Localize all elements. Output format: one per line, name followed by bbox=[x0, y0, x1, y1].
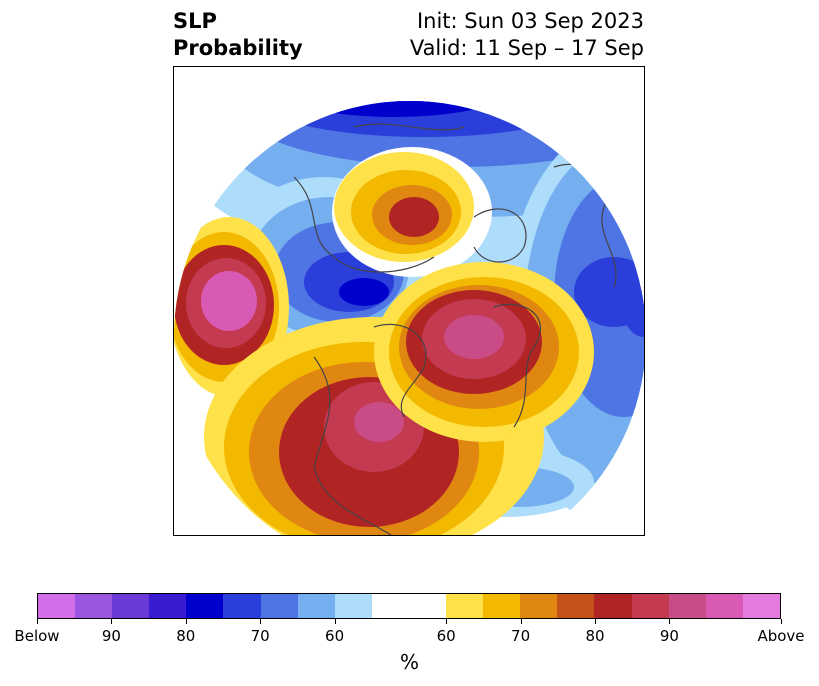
colorbar-swatch bbox=[223, 594, 261, 618]
title-left: SLP Probability bbox=[173, 8, 303, 62]
colorbar-swatch bbox=[334, 594, 372, 618]
colorbar-swatch bbox=[149, 594, 187, 618]
title-type: Probability bbox=[173, 36, 303, 60]
colorbar-swatch bbox=[557, 594, 595, 618]
colorbar-tick-label: Below bbox=[14, 627, 60, 645]
map-frame bbox=[173, 66, 645, 536]
colorbar-tick-label: 70 bbox=[250, 627, 270, 645]
colorbar-tick-label: 70 bbox=[511, 627, 531, 645]
colorbar-swatch bbox=[297, 594, 335, 618]
probability-map bbox=[174, 101, 644, 535]
colorbar-tick-mark bbox=[111, 619, 113, 624]
colorbar-swatch bbox=[112, 594, 150, 618]
colorbar-tick-mark bbox=[334, 619, 336, 624]
colorbar-tick-label: 80 bbox=[176, 627, 196, 645]
colorbar-swatch bbox=[75, 594, 113, 618]
colorbar-tick-mark bbox=[595, 619, 596, 624]
colorbar-tick-mark bbox=[520, 619, 522, 624]
colorbar-tick-mark bbox=[260, 619, 262, 624]
colorbar-swatch bbox=[668, 594, 706, 618]
siberia-above-region bbox=[332, 147, 492, 277]
canada-greenland-above-region bbox=[374, 262, 594, 442]
colorbar-tick-mark bbox=[781, 619, 782, 624]
colorbar-tick-mark bbox=[669, 619, 671, 624]
colorbar-swatch bbox=[186, 594, 224, 618]
colorbar-swatch bbox=[520, 594, 558, 618]
colorbar-swatch bbox=[742, 594, 780, 618]
colorbar-swatch bbox=[705, 594, 743, 618]
colorbar-tick-label: 90 bbox=[659, 627, 679, 645]
colorbar-tick-label: 80 bbox=[585, 627, 605, 645]
colorbar-tick-mark bbox=[446, 619, 448, 624]
colorbar-swatch bbox=[594, 594, 632, 618]
colorbar-swatch bbox=[38, 594, 76, 618]
colorbar-swatch bbox=[260, 594, 298, 618]
colorbar-swatch bbox=[446, 594, 484, 618]
colorbar bbox=[37, 593, 781, 619]
title-variable: SLP bbox=[173, 9, 217, 33]
colorbar-swatch bbox=[631, 594, 669, 618]
colorbar-tick-label: 90 bbox=[101, 627, 121, 645]
colorbar-swatch bbox=[483, 594, 521, 618]
colorbar-swatch bbox=[408, 594, 447, 618]
colorbar-tick-mark bbox=[185, 619, 187, 624]
valid-range: Valid: 11 Sep – 17 Sep bbox=[409, 36, 644, 60]
colorbar-tick-mark bbox=[37, 619, 38, 624]
title-right: Init: Sun 03 Sep 2023 Valid: 11 Sep – 17… bbox=[410, 8, 644, 62]
colorbar-tick-label: 60 bbox=[325, 627, 345, 645]
init-date: Init: Sun 03 Sep 2023 bbox=[416, 9, 644, 33]
colorbar-unit-label: % bbox=[399, 650, 419, 674]
colorbar-tick-label: Above bbox=[757, 627, 805, 645]
colorbar-swatch bbox=[371, 594, 409, 618]
coastlines bbox=[293, 123, 617, 535]
colorbar-tick-label: 60 bbox=[436, 627, 456, 645]
